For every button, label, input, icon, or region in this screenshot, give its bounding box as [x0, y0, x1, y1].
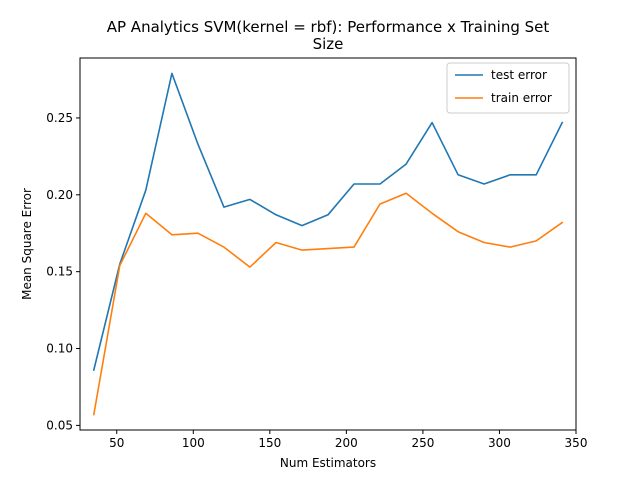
chart-title: AP Analytics SVM(kernel = rbf): Performa…: [107, 18, 550, 53]
y-tick-label: 0.25: [46, 111, 73, 125]
x-tick-label: 50: [109, 436, 124, 450]
chart-title-line-2: Size: [313, 35, 344, 53]
x-tick-label: 200: [335, 436, 358, 450]
x-tick-label: 100: [182, 436, 205, 450]
axes: 50 100 150 200 250 300 350 0.05 0.10 0.15 0.20 0.25: [46, 57, 588, 450]
legend-label: train error: [491, 91, 552, 105]
x-tick-label: 150: [258, 436, 281, 450]
legend: test error train error: [446, 62, 570, 114]
y-tick-label: 0.15: [46, 265, 73, 279]
series-lines: [92, 72, 564, 416]
x-tick-label: 300: [488, 436, 511, 450]
x-tick-label: 250: [411, 436, 434, 450]
plot-frame: [79, 57, 577, 431]
legend-label: test error: [491, 68, 547, 82]
series-line-test-error: [92, 72, 564, 371]
x-tick-label: 350: [565, 436, 588, 450]
y-tick-label: 0.20: [46, 188, 73, 202]
x-axis-label: Num Estimators: [280, 456, 376, 470]
y-tick-label: 0.05: [46, 418, 73, 432]
y-tick-label: 0.10: [46, 342, 73, 356]
series-line-train-error: [92, 192, 564, 416]
chart-title-line-1: AP Analytics SVM(kernel = rbf): Performa…: [107, 18, 550, 36]
y-axis-label: Mean Square Error: [20, 188, 34, 300]
